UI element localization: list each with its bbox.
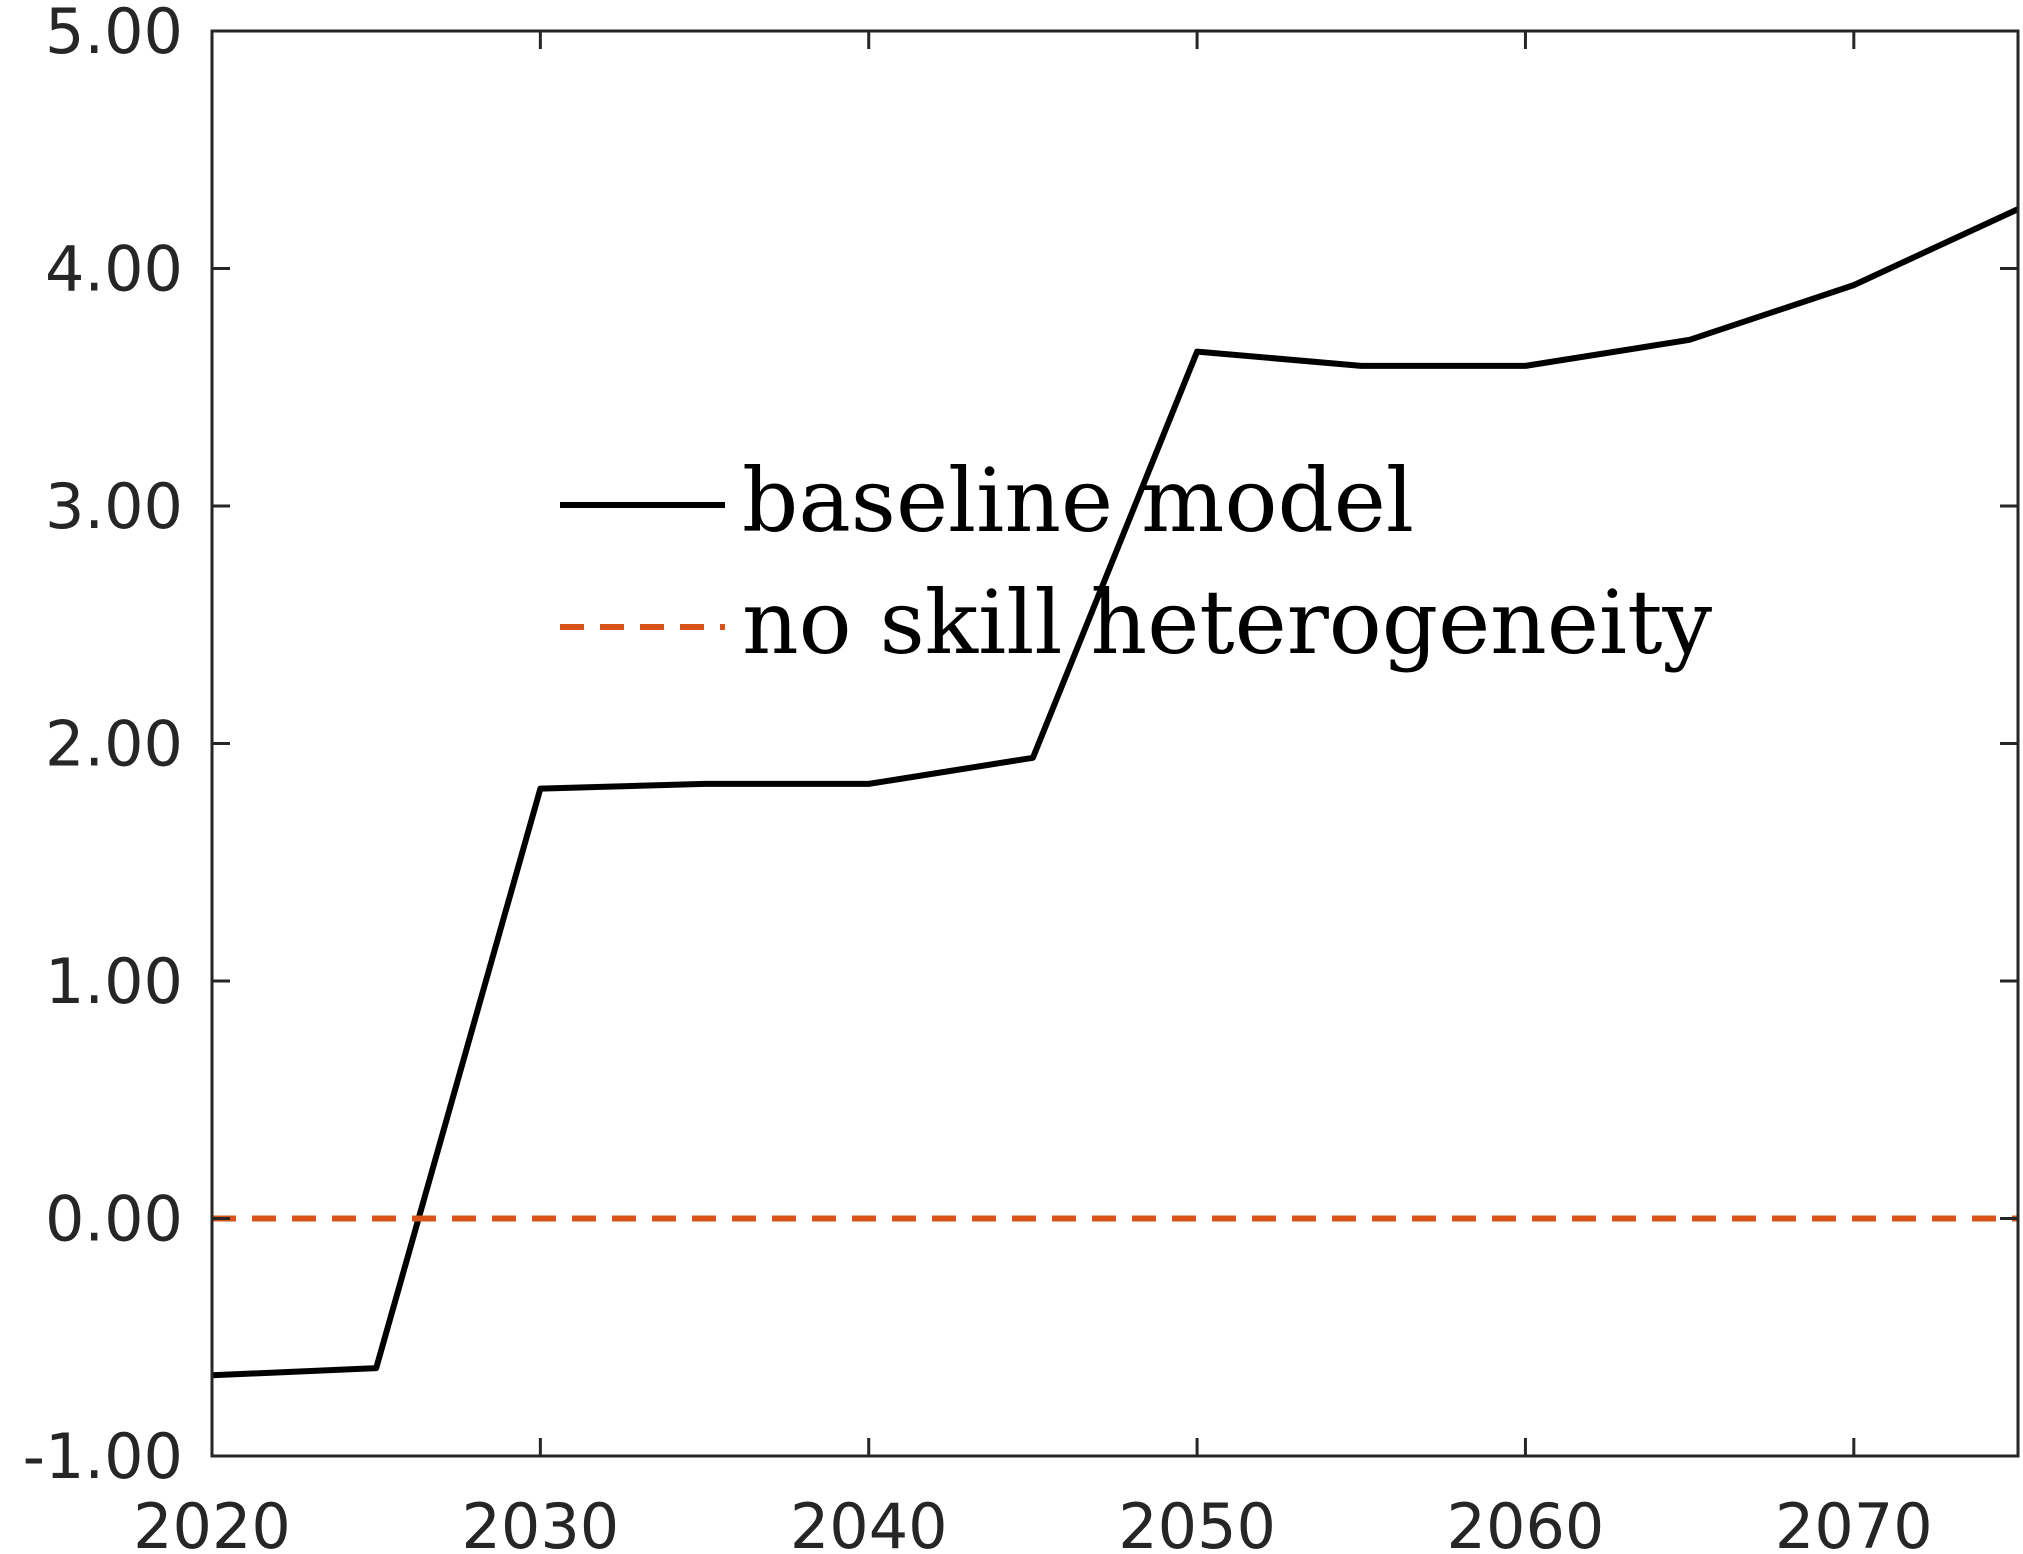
x-tick-label: 2040 [790, 1490, 948, 1554]
x-tick-label: 2030 [461, 1490, 619, 1554]
y-tick-label: 4.00 [45, 233, 183, 306]
plot-area [212, 31, 2018, 1456]
x-tick-label: 2070 [1775, 1490, 1933, 1554]
y-tick-label: 2.00 [45, 708, 183, 781]
y-tick-label: 3.00 [45, 470, 183, 543]
x-tick-label: 2020 [133, 1490, 291, 1554]
x-tick-labels: 2020 2030 2040 2050 2060 2070 [133, 1490, 1933, 1554]
series-line-0 [211, 206, 2020, 1379]
legend-label-baseline: baseline model [742, 449, 1414, 552]
x-tick-label: 2060 [1447, 1490, 1605, 1554]
legend-label-no-skill: no skill heterogeneity [742, 571, 1712, 674]
y-tick-label: -1.00 [23, 1420, 183, 1493]
legend: baseline model no skill heterogeneity [560, 449, 1712, 674]
y-tick-labels: -1.00 0.00 1.00 2.00 3.00 4.00 5.00 [23, 0, 183, 1493]
y-tick-label: 5.00 [45, 0, 183, 68]
tick-layer [210, 29, 2018, 1458]
y-tick-label: 0.00 [45, 1183, 183, 1256]
x-tick-label: 2050 [1118, 1490, 1276, 1554]
series-layer [211, 206, 2020, 1379]
y-tick-label: 1.00 [45, 945, 183, 1018]
